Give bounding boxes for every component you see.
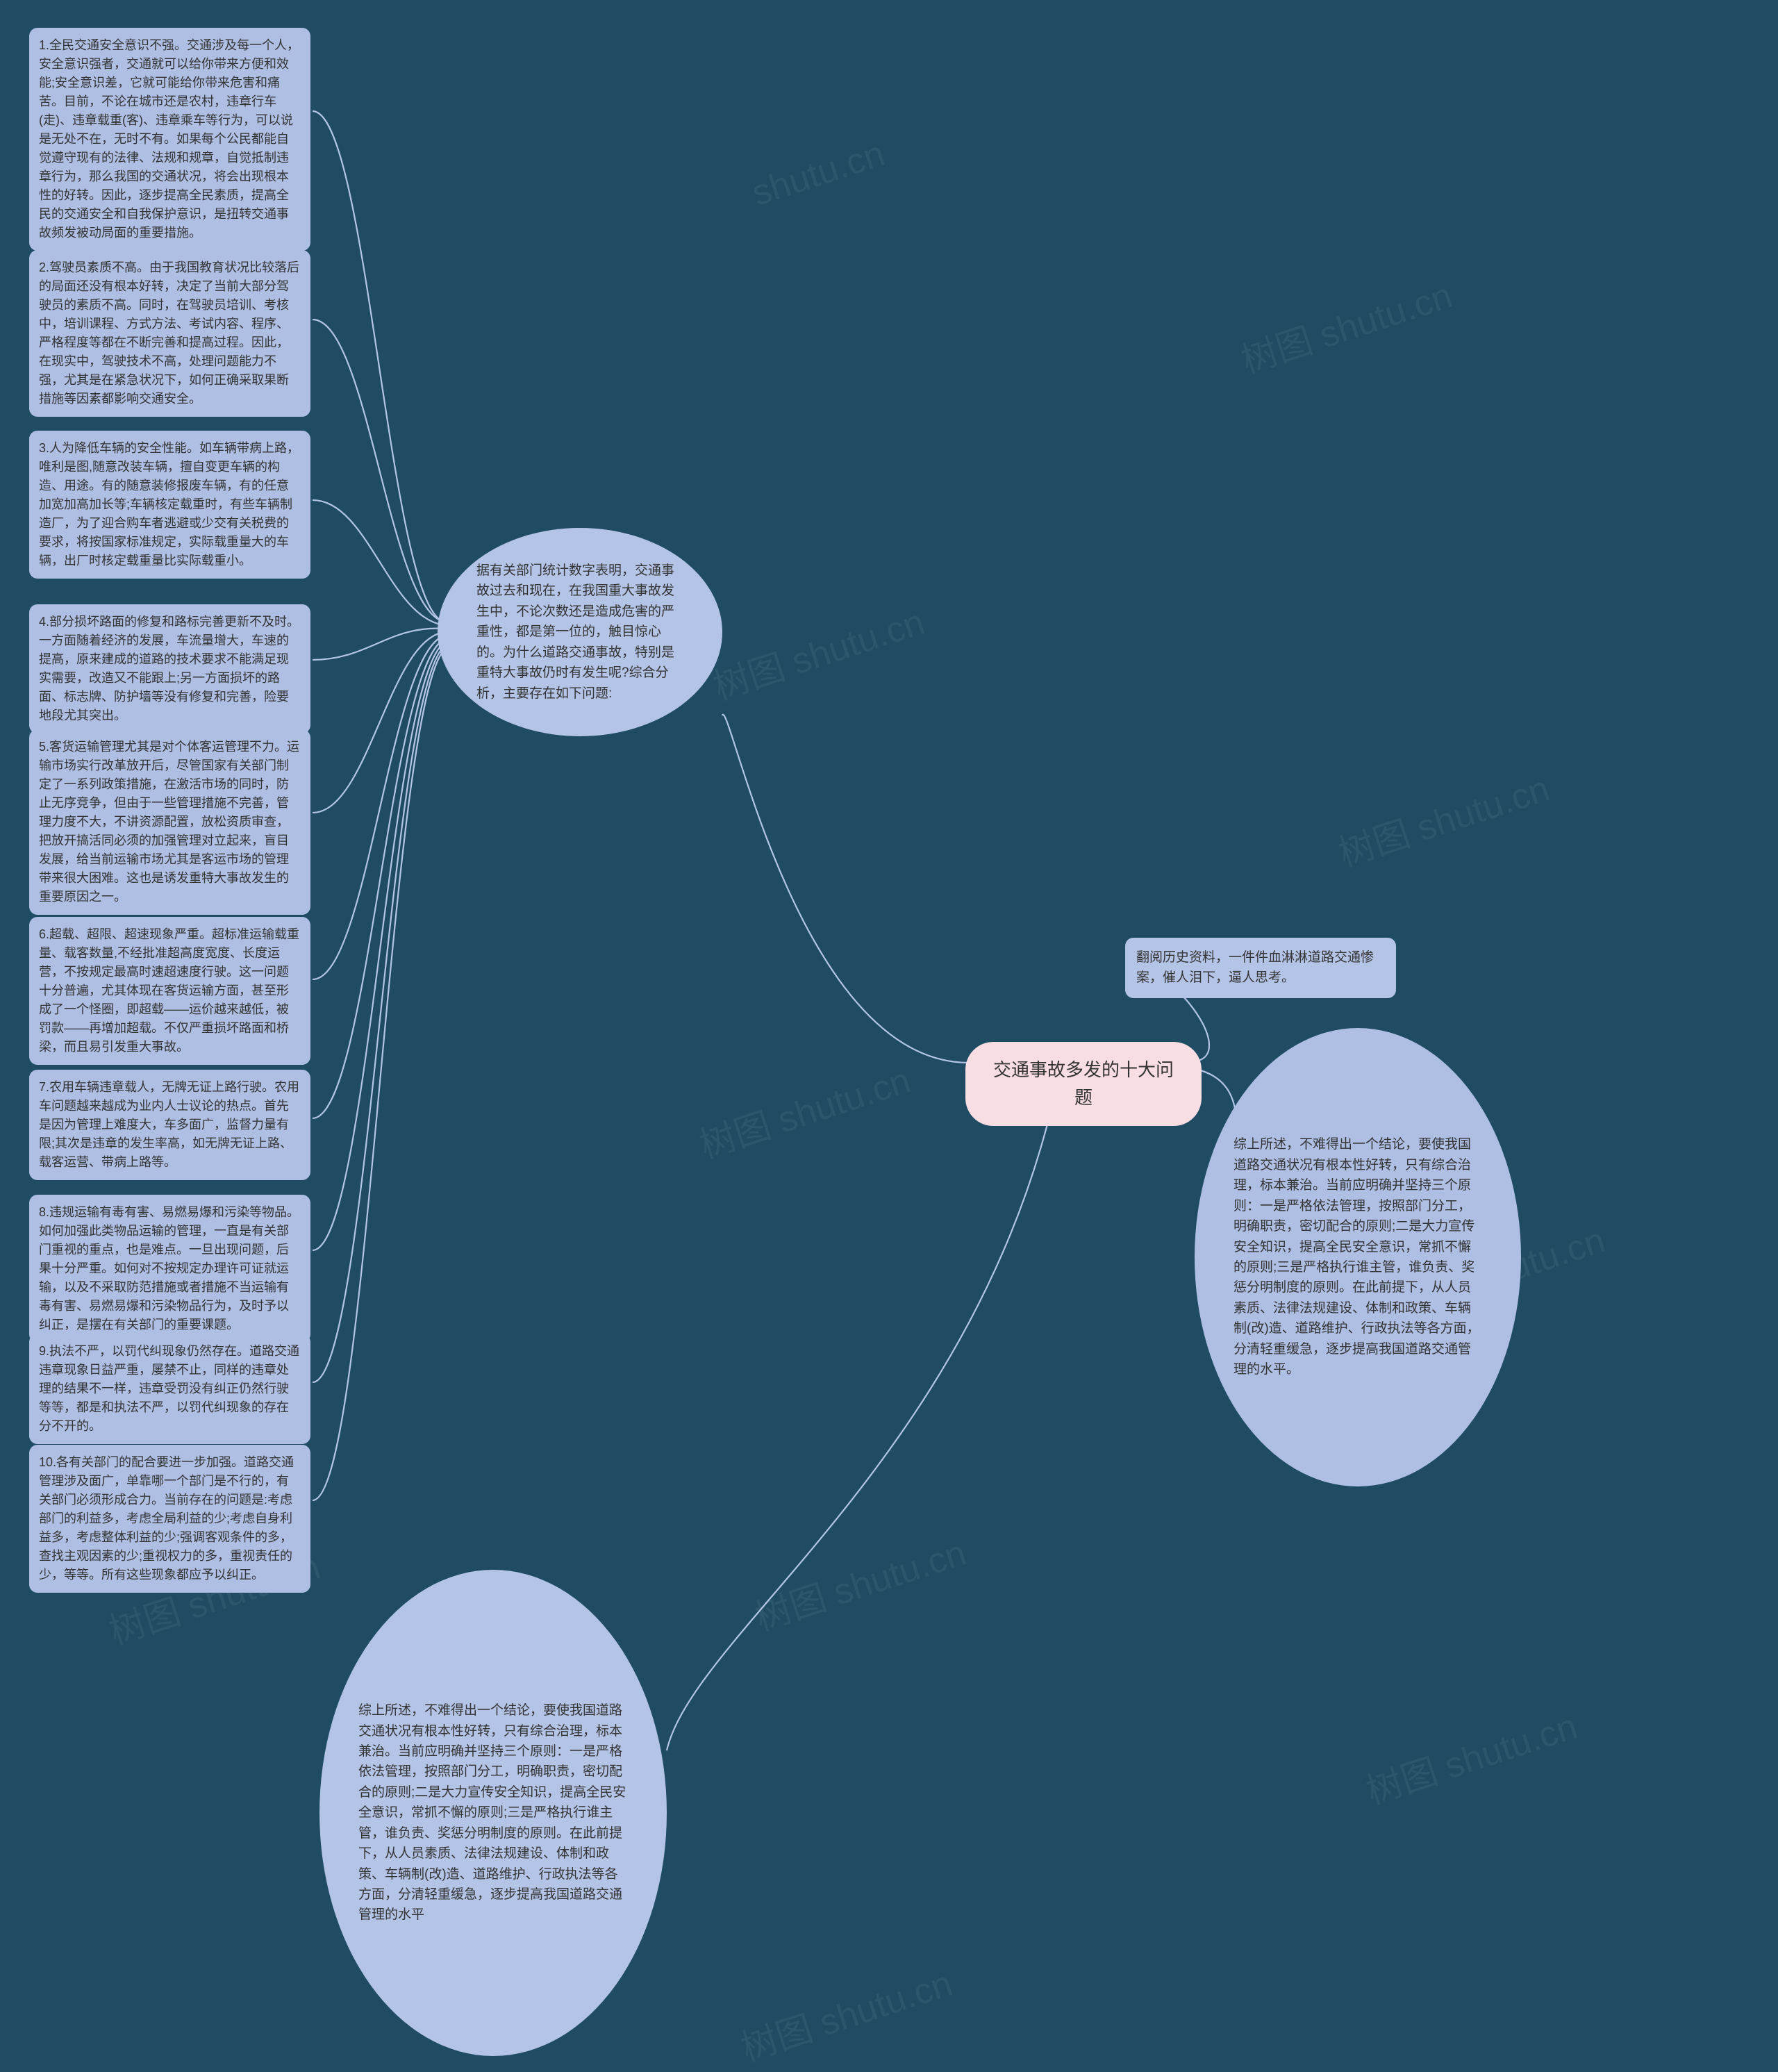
watermark: 树图 shutu.cn bbox=[1331, 759, 1555, 877]
center-node[interactable]: 交通事故多发的十大问题 bbox=[965, 1042, 1202, 1126]
item-node-8[interactable]: 8.违规运输有毒有害、易燃易爆和污染等物品。如何加强此类物品运输的管理，一直是有… bbox=[29, 1195, 310, 1343]
watermark: 树图 shutu.cn bbox=[692, 1051, 916, 1168]
history-node[interactable]: 翻阅历史资料，一件件血淋淋道路交通惨案，催人泪下，逼人思考。 bbox=[1125, 938, 1396, 998]
item-node-6[interactable]: 6.超载、超限、超速现象严重。超标准运输载重量、载客数量,不经批准超高度宽度、长… bbox=[29, 917, 310, 1065]
item-node-1[interactable]: 1.全民交通安全意识不强。交通涉及每一个人，安全意识强者，交通就可以给你带来方便… bbox=[29, 28, 310, 251]
watermark: 树图 shutu.cn bbox=[1233, 266, 1458, 383]
watermark: 树图 shutu.cn bbox=[1359, 1697, 1583, 1814]
watermark: 树图 shutu.cn bbox=[706, 592, 930, 710]
item-node-3[interactable]: 3.人为降低车辆的安全性能。如车辆带病上路，唯利是图,随意改装车辆，擅自变更车辆… bbox=[29, 431, 310, 579]
watermark: 树图 shutu.cn bbox=[733, 1954, 958, 2071]
item-node-9[interactable]: 9.执法不严，以罚代纠现象仍然存在。道路交通违章现象日益严重，屡禁不止，同样的违… bbox=[29, 1334, 310, 1444]
summary-bottom-text: 综上所述，不难得出一个结论，要使我国道路交通状况有根本性好转，只有综合治理，标本… bbox=[331, 1700, 656, 1925]
watermark: 树图 shutu.cn bbox=[747, 1523, 972, 1641]
summary-right-node[interactable]: 综上所述，不难得出一个结论，要使我国道路交通状况有根本性好转，只有综合治理，标本… bbox=[1195, 1028, 1521, 1486]
intro-text: 据有关部门统计数字表明，交通事故过去和现在，在我国重大事故发生中，不论次数还是造… bbox=[449, 561, 711, 704]
item-node-4[interactable]: 4.部分损坏路面的修复和路标完善更新不及时。一方面随着经济的发展，车流量增大，车… bbox=[29, 604, 310, 734]
summary-bottom-node[interactable]: 综上所述，不难得出一个结论，要使我国道路交通状况有根本性好转，只有综合治理，标本… bbox=[319, 1570, 667, 2056]
watermark: shutu.cn bbox=[747, 133, 890, 215]
item-node-5[interactable]: 5.客货运输管理尤其是对个体客运管理不力。运输市场实行改革放开后，尽管国家有关部… bbox=[29, 729, 310, 915]
item-node-7[interactable]: 7.农用车辆违章载人，无牌无证上路行驶。农用车问题越来越成为业内人士议论的热点。… bbox=[29, 1070, 310, 1180]
item-node-10[interactable]: 10.各有关部门的配合要进一步加强。道路交通管理涉及面广，单靠哪一个部门是不行的… bbox=[29, 1445, 310, 1593]
intro-node[interactable]: 据有关部门统计数字表明，交通事故过去和现在，在我国重大事故发生中，不论次数还是造… bbox=[438, 528, 722, 736]
summary-right-text: 综上所述，不难得出一个结论，要使我国道路交通状况有根本性好转，只有综合治理，标本… bbox=[1206, 1134, 1510, 1379]
item-node-2[interactable]: 2.驾驶员素质不高。由于我国教育状况比较落后的局面还没有根本好转，决定了当前大部… bbox=[29, 250, 310, 417]
